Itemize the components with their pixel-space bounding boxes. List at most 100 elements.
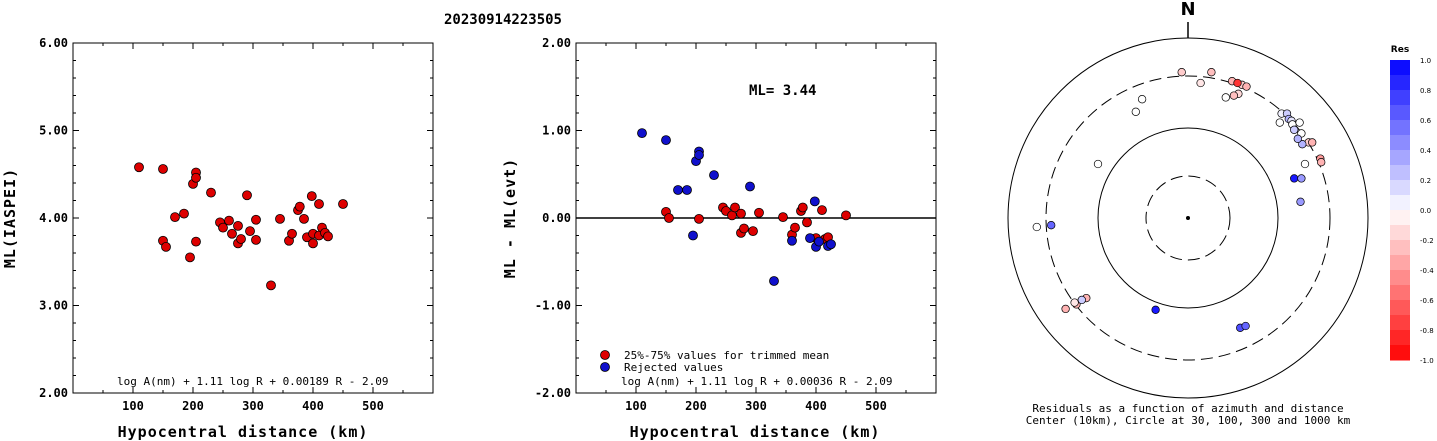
colorbar-swatch xyxy=(1390,210,1410,226)
station-marker xyxy=(1275,118,1284,127)
polar-caption-line1: Residuals as a function of azimuth and d… xyxy=(1032,402,1343,415)
data-point xyxy=(245,226,255,237)
data-point xyxy=(730,202,740,213)
data-point xyxy=(287,228,297,239)
data-point xyxy=(802,217,812,228)
event-id-title: 20230914223505 xyxy=(444,12,562,28)
station-marker xyxy=(1298,140,1307,149)
data-point xyxy=(323,231,333,242)
data-point xyxy=(682,185,692,195)
colorbar-title: Res xyxy=(1391,45,1409,55)
y-tick-label: 2.00 xyxy=(39,386,68,400)
y-axis-label: ML(IASPEI) xyxy=(1,168,19,268)
station-marker xyxy=(1293,134,1302,143)
data-point xyxy=(242,190,252,201)
data-point xyxy=(673,185,683,195)
legend-marker-kept xyxy=(600,350,610,360)
circle-100km xyxy=(1097,127,1279,309)
residual-colorbar: Res 1.0 0.8 0.6 0.4 0.2 0.0 -0.2 -0.4 -0.6 -0.8 -1… xyxy=(1390,45,1434,365)
data-point xyxy=(748,226,758,237)
data-point xyxy=(694,213,704,224)
colorbar-tick-label: 0.8 xyxy=(1420,87,1431,95)
colorbar-swatch xyxy=(1390,180,1410,196)
colorbar-swatch xyxy=(1390,135,1410,151)
legend-label-rejected: Rejected values xyxy=(624,361,723,374)
colorbar-swatch xyxy=(1390,90,1410,106)
colorbar-tick-label: 1.0 xyxy=(1420,57,1431,65)
data-point xyxy=(664,213,674,223)
data-point xyxy=(769,276,779,286)
x-tick-label: 100 xyxy=(625,399,647,413)
x-tick-label: 300 xyxy=(745,399,767,413)
data-point xyxy=(754,207,764,218)
x-tick-label: 500 xyxy=(865,399,887,413)
station-marker xyxy=(1032,222,1041,232)
data-point xyxy=(809,196,820,207)
data-point xyxy=(266,280,276,291)
data-point xyxy=(688,230,698,241)
data-point xyxy=(294,201,305,212)
station-marker xyxy=(1317,158,1326,167)
data-point xyxy=(661,135,671,146)
data-point xyxy=(736,208,746,219)
station-marker xyxy=(1296,197,1305,206)
data-point xyxy=(745,181,755,192)
station-marker xyxy=(1207,68,1216,77)
epicenter-dot xyxy=(1186,216,1190,220)
data-point xyxy=(778,212,788,223)
data-point xyxy=(314,199,324,209)
data-point xyxy=(790,222,800,233)
ml-annotation: ML= 3.44 xyxy=(749,83,816,99)
data-point xyxy=(218,222,228,233)
circle-30km xyxy=(1145,175,1231,261)
data-point xyxy=(170,212,180,223)
colorbar-tick-label: 0.6 xyxy=(1420,117,1432,125)
station-marker xyxy=(1151,305,1160,314)
station-marker xyxy=(1308,138,1317,147)
data-point xyxy=(308,238,318,249)
station-marker xyxy=(1233,78,1242,88)
data-point xyxy=(185,252,195,263)
y-axis-label: ML - ML(evt) xyxy=(501,158,519,278)
data-point xyxy=(206,187,216,198)
y-tick-label: -1.00 xyxy=(535,299,571,313)
x-tick-label: 500 xyxy=(362,399,384,413)
x-tick-label: 400 xyxy=(302,399,324,413)
data-point xyxy=(739,223,749,234)
colorbar-swatch xyxy=(1390,60,1410,76)
station-marker xyxy=(1093,159,1103,169)
station-marker xyxy=(1047,221,1056,230)
colorbar-tick-label: -0.4 xyxy=(1420,267,1434,275)
colorbar-swatch xyxy=(1390,270,1410,286)
data-point xyxy=(191,172,201,183)
colorbar-tick-label: -0.8 xyxy=(1420,327,1434,335)
y-tick-label: 2.00 xyxy=(542,36,571,50)
y-tick-label: -2.00 xyxy=(535,386,571,400)
data-point xyxy=(227,228,237,239)
data-point xyxy=(233,220,243,231)
circle-300km xyxy=(1045,75,1331,361)
station-marker xyxy=(1300,159,1310,169)
colorbar-tick-label: 0.0 xyxy=(1420,207,1431,215)
station-marker xyxy=(1131,107,1140,116)
station-marker xyxy=(1070,298,1079,307)
data-point xyxy=(251,214,261,225)
data-point xyxy=(275,213,285,224)
polar-caption-line2: Center (10km), Circle at 30, 100, 300 an… xyxy=(1026,414,1351,427)
y-tick-label: 3.00 xyxy=(39,299,68,313)
formula-text: log A(nm) + 1.11 log R + 0.00036 R - 2.0… xyxy=(621,375,893,388)
residual-vs-distance-plot: 100 200 300 400 500 -2.00 -1.00 0.00 1.00 2.00 ML… xyxy=(501,36,937,441)
station-marker xyxy=(1221,93,1230,102)
colorbar-swatch xyxy=(1390,195,1410,211)
station-marker xyxy=(1290,174,1299,183)
colorbar-swatch xyxy=(1390,150,1410,166)
x-axis-label: Hypocentral distance (km) xyxy=(630,423,881,441)
colorbar-swatch xyxy=(1390,255,1410,271)
x-tick-label: 100 xyxy=(122,399,144,413)
y-tick-label: 5.00 xyxy=(39,124,68,138)
data-point xyxy=(637,128,647,139)
colorbar-swatch xyxy=(1390,105,1410,121)
data-point xyxy=(134,162,144,173)
north-label: N xyxy=(1180,0,1195,20)
x-tick-label: 200 xyxy=(182,399,204,413)
